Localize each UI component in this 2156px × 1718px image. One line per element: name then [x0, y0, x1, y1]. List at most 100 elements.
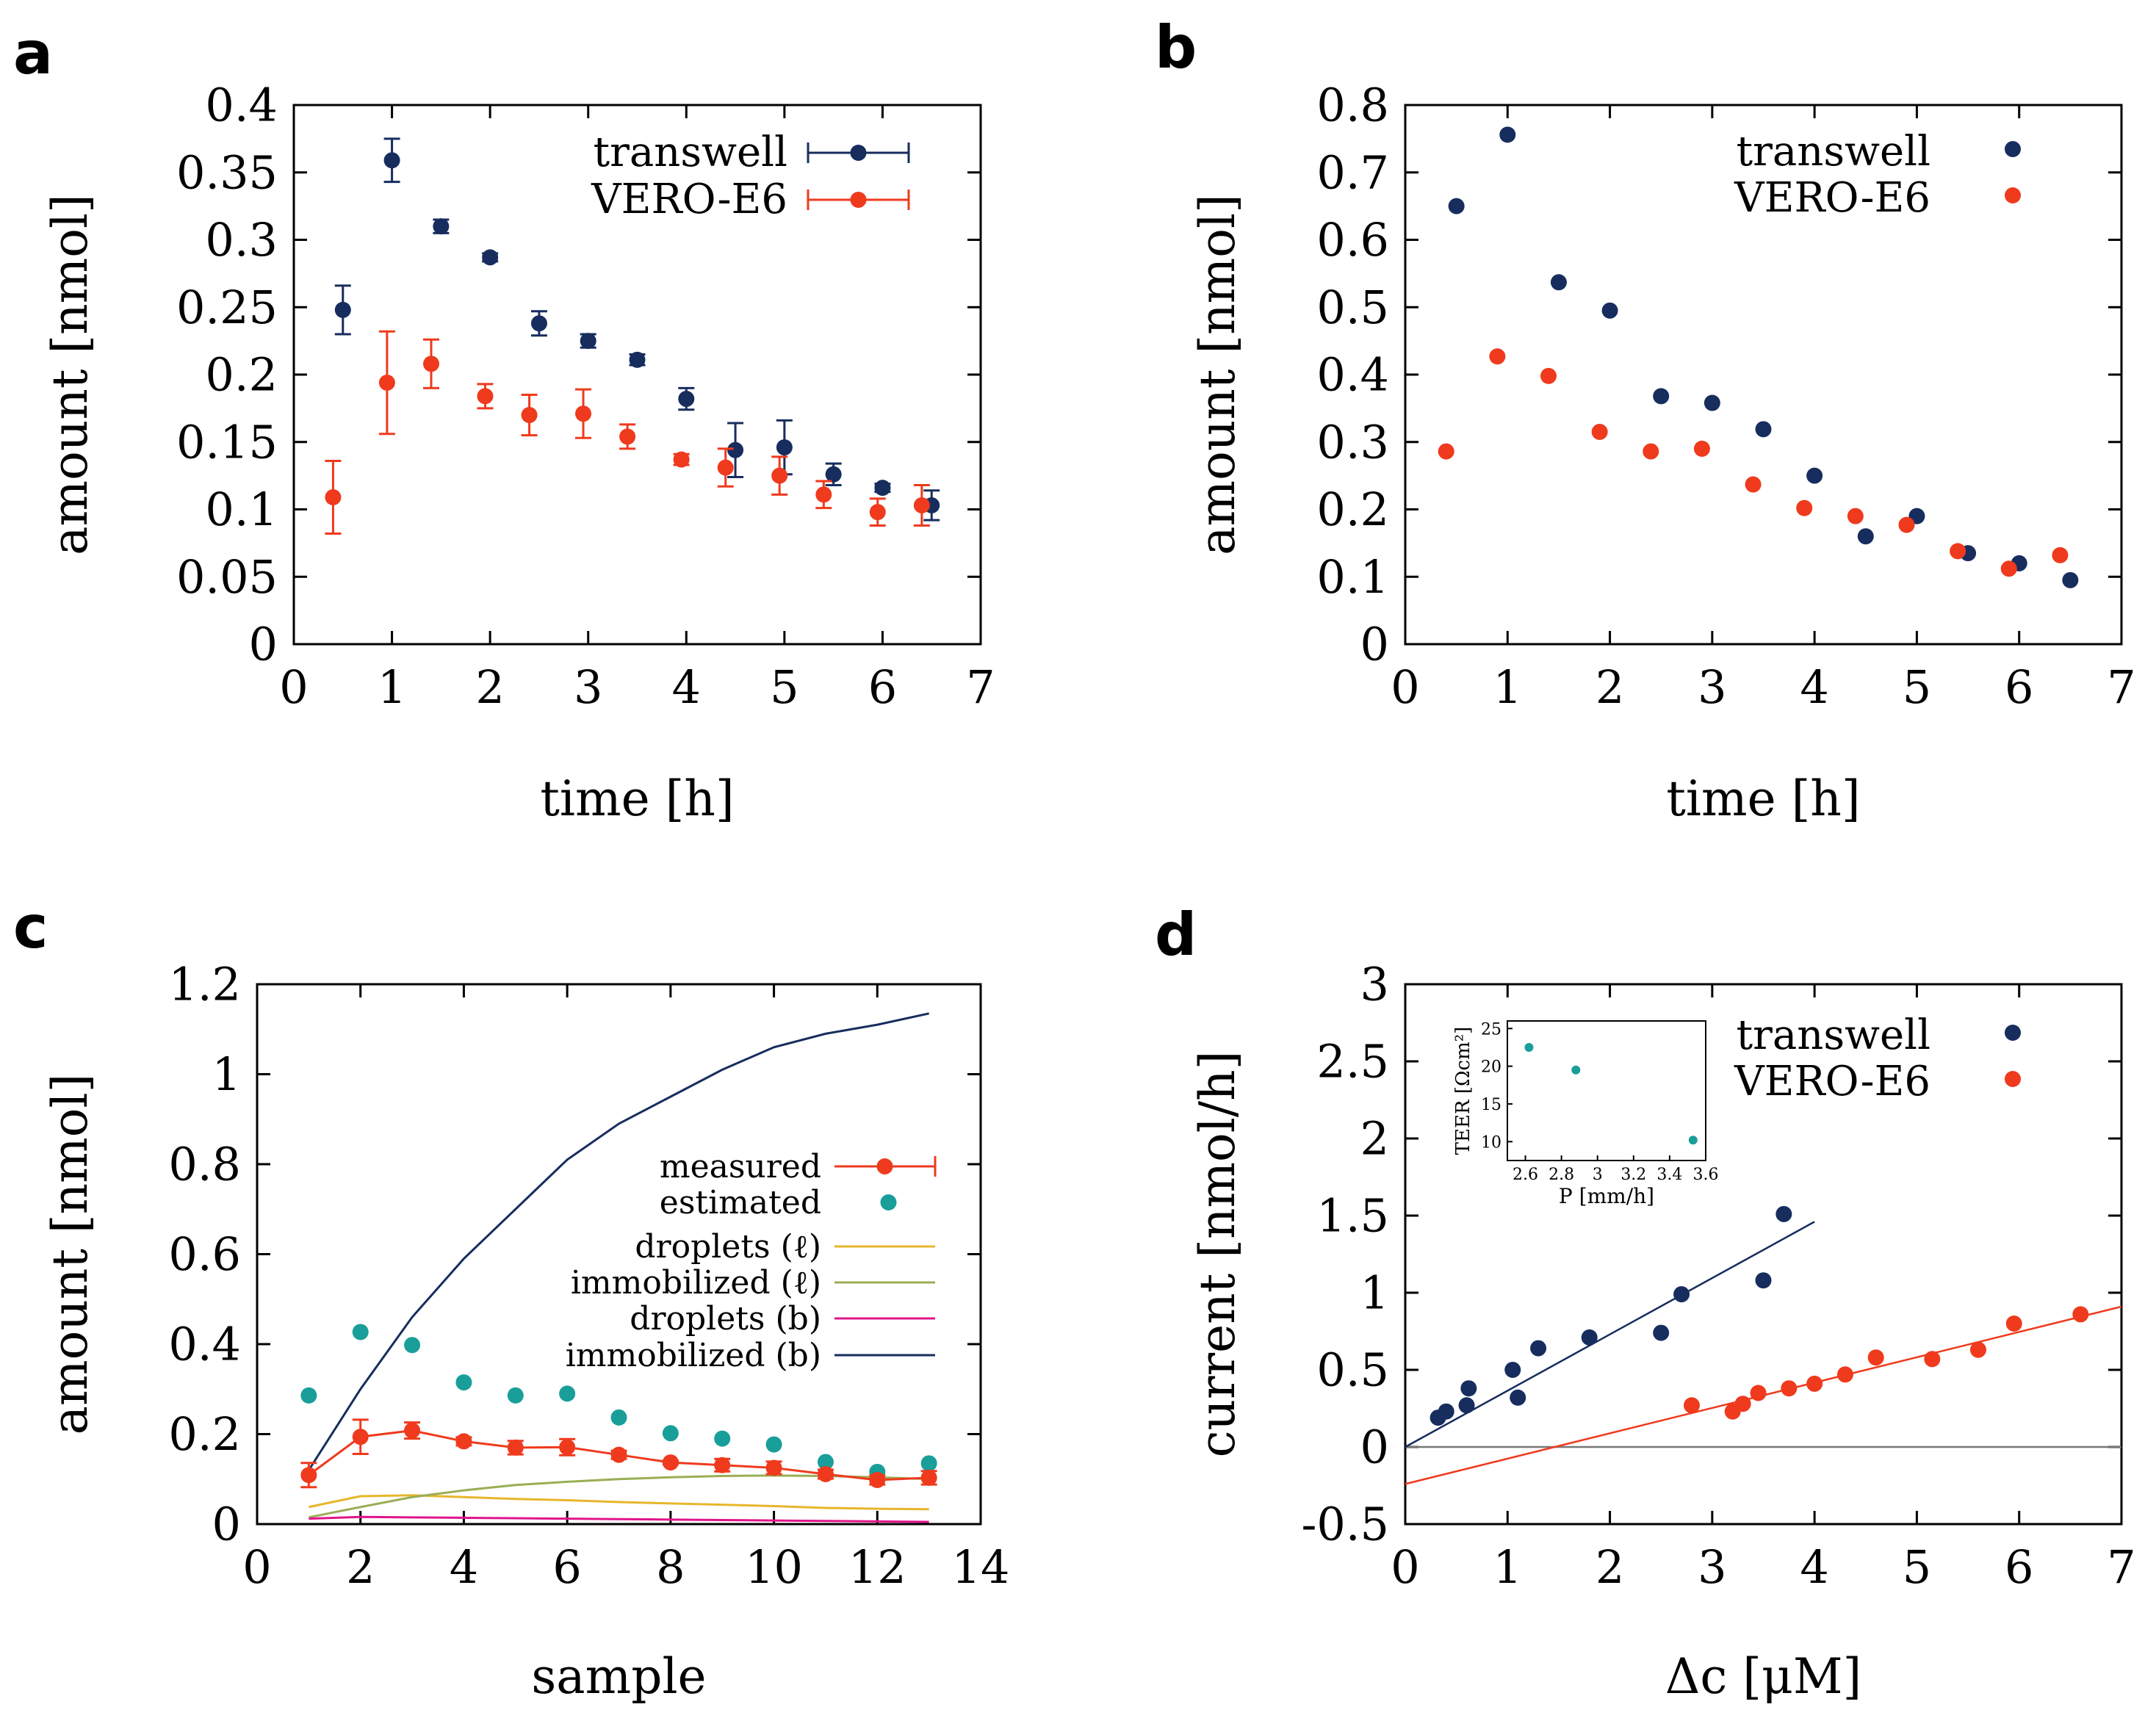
series-vero-e6: [1405, 1305, 2122, 1485]
x-tick-label: 1: [1493, 660, 1522, 714]
y-tick-label: 0.1: [1316, 550, 1389, 604]
data-point: [869, 504, 886, 521]
y-tick-label: 3: [1360, 958, 1389, 1011]
legend-label: droplets (ℓ): [635, 1228, 821, 1266]
y-tick-label: 0.3: [205, 213, 278, 267]
data-point: [1653, 1324, 1670, 1341]
data-point: [662, 1425, 679, 1442]
x-tick-label: 8: [656, 1540, 685, 1594]
panel-a: 0 1 2 3 4 5 6 7 0 0.05 0.1 0.15 0.2 0.25 0.3 0.35 0.4 tim…: [42, 79, 995, 827]
x-tick-label: 6: [2005, 1540, 2033, 1594]
legend-marker: [2005, 187, 2021, 203]
data-point: [433, 218, 450, 235]
x-tick-label: 6: [552, 1540, 581, 1594]
panel-b: 0 1 2 3 4 5 6 7 0 0.1 0.2 0.3 0.4 0.5 0.6 0.7 0.8 time [h…: [1189, 79, 2136, 827]
legend-label: VERO-E6: [1734, 174, 1930, 222]
inset-y-axis-label: TEER [Ωcm²]: [1452, 1027, 1474, 1155]
data-point: [678, 391, 695, 408]
x-tick-label: 7: [2107, 1540, 2135, 1594]
x-tick-label: 14: [952, 1540, 1010, 1594]
x-tick-label: 0: [1391, 660, 1419, 714]
data-point: [559, 1439, 576, 1456]
data-point: [869, 1471, 886, 1488]
y-tick-label: 0: [249, 618, 278, 671]
data-point: [1438, 1403, 1454, 1420]
data-point: [1581, 1329, 1598, 1346]
x-tick-label: 5: [770, 660, 798, 714]
data-point: [1673, 1286, 1690, 1303]
data-point: [325, 488, 342, 505]
x-tick-label: 3: [574, 660, 602, 714]
inset-y-tick-label: 15: [1481, 1096, 1501, 1114]
data-point: [920, 1455, 937, 1472]
legend-label: immobilized (ℓ): [571, 1264, 821, 1302]
inset-x-tick-label: 3.4: [1656, 1166, 1682, 1184]
data-point: [714, 1457, 731, 1473]
data-point: [383, 152, 400, 169]
data-point: [559, 1385, 576, 1402]
data-point: [1489, 348, 1506, 365]
data-point: [1448, 198, 1465, 214]
legend-label: transwell: [1737, 1011, 1930, 1059]
legend-marker: [2005, 141, 2021, 157]
y-tick-label: -0.5: [1301, 1498, 1389, 1551]
x-tick-label: 3: [1698, 1540, 1726, 1594]
data-point: [1703, 394, 1720, 411]
legend-label: immobilized (b): [566, 1337, 821, 1374]
x-tick-label: 0: [279, 660, 308, 714]
y-tick-label: 1: [1360, 1266, 1389, 1320]
data-point: [521, 407, 538, 424]
data-point: [1867, 1349, 1884, 1366]
panel-letter-d: d: [1155, 900, 1197, 969]
data-point: [817, 1466, 834, 1483]
data-point: [1755, 1272, 1772, 1289]
inset-x-tick-label: 3: [1593, 1166, 1603, 1184]
legend-label: measured: [660, 1148, 821, 1185]
y-tick-label: 0.05: [176, 550, 278, 604]
plot-frame: [256, 983, 982, 1526]
y-tick-label: 0.1: [205, 483, 278, 536]
legend-marker: [850, 145, 867, 161]
data-point: [455, 1433, 472, 1450]
legend-label: VERO-E6: [1734, 1058, 1930, 1105]
series-measured: [300, 1418, 937, 1489]
data-point: [575, 405, 592, 422]
y-tick-label: 0.2: [1316, 483, 1389, 536]
inset-x-tick-label: 3.2: [1620, 1166, 1646, 1184]
y-tick-label: 0: [212, 1498, 241, 1551]
x-tick-label: 3: [1698, 660, 1726, 714]
x-tick-label: 10: [745, 1540, 803, 1594]
data-point: [1643, 443, 1659, 460]
y-tick-label: 0.6: [168, 1227, 241, 1281]
inset-y-tick-label: 25: [1481, 1020, 1501, 1039]
inset-y-tick-label: 10: [1481, 1133, 1501, 1152]
data-point: [507, 1387, 524, 1404]
panel-letter-b: b: [1155, 13, 1197, 82]
data-point: [1847, 508, 1864, 524]
data-point: [1806, 1375, 1823, 1392]
y-tick-label: 1: [212, 1047, 241, 1101]
data-point: [629, 351, 646, 368]
y-tick-label: 0.35: [176, 145, 278, 199]
legend-marker: [2005, 1071, 2021, 1087]
data-point: [477, 388, 494, 405]
data-point: [765, 1436, 782, 1453]
data-point: [815, 486, 832, 503]
y-tick-label: 0: [1360, 1421, 1389, 1474]
inset-y-tick-label: 20: [1481, 1058, 1501, 1077]
panel-letter-a: a: [13, 19, 53, 87]
data-point: [1653, 388, 1670, 405]
data-point: [1924, 1351, 1941, 1368]
data-point: [1540, 367, 1557, 384]
x-tick-label: 1: [1493, 1540, 1522, 1594]
y-axis-label: amount [nmol]: [42, 194, 98, 555]
legend-marker: [880, 1194, 897, 1210]
y-tick-label: 1.2: [168, 958, 241, 1011]
y-tick-label: 0.8: [168, 1138, 241, 1191]
inset-data-point: [1688, 1136, 1698, 1145]
legend-label: VERO-E6: [591, 176, 787, 223]
y-axis-label: amount [nmol]: [42, 1074, 98, 1435]
x-tick-label: 5: [1903, 660, 1931, 714]
legend-marker: [2005, 1025, 2021, 1041]
